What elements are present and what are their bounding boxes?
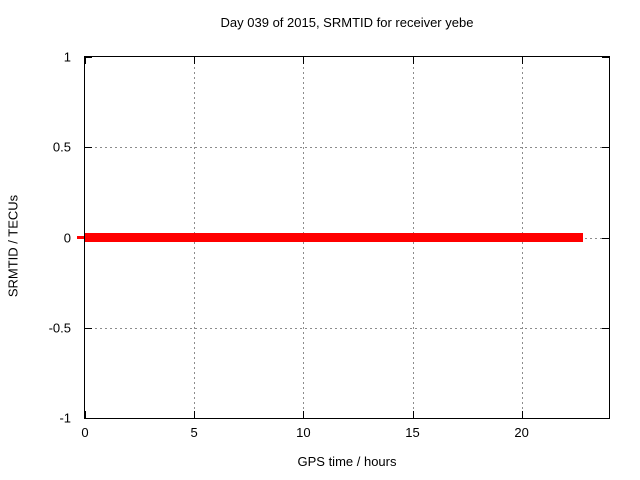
x-tick-mark-top — [85, 57, 86, 64]
y-tick-label: -0.5 — [48, 320, 71, 336]
x-tick-mark — [194, 411, 196, 418]
y-tick-mark — [85, 147, 92, 149]
x-tick-label: 10 — [296, 425, 311, 440]
x-tick-mark-top — [412, 57, 414, 64]
x-axis-label: GPS time / hours — [297, 454, 397, 469]
y-tick-mark — [85, 418, 92, 419]
y-tick-label: 0 — [63, 230, 71, 245]
plot-area — [84, 56, 610, 419]
y-tick-mark-right — [602, 327, 609, 329]
chart-title: Day 039 of 2015, SRMTID for receiver yeb… — [220, 15, 474, 30]
y-tick-mark — [85, 327, 92, 329]
x-tick-mark-top — [303, 57, 305, 64]
x-tick-mark — [303, 411, 305, 418]
y-tick-label: 0.5 — [52, 139, 71, 155]
x-tick-mark — [412, 411, 414, 418]
x-tick-mark — [85, 411, 86, 418]
y-tick-mark-right — [602, 147, 609, 149]
gridline-horizontal — [85, 327, 609, 329]
y-tick-label: -1 — [59, 410, 71, 426]
x-tick-label: 15 — [405, 425, 420, 440]
x-tick-label: 20 — [514, 425, 529, 440]
x-tick-mark — [521, 411, 523, 418]
y-tick-mark-right — [602, 57, 609, 58]
y-tick-label: 1 — [63, 49, 71, 65]
x-tick-label: 5 — [190, 425, 198, 440]
zero-tick-stub — [77, 236, 84, 239]
y-axis-label: SRMTID / TECUs — [5, 194, 21, 298]
x-tick-mark-top — [521, 57, 523, 64]
x-tick-label: 0 — [81, 425, 89, 440]
gridline-horizontal — [85, 147, 609, 149]
y-tick-mark-right — [602, 418, 609, 419]
y-tick-mark — [85, 57, 92, 58]
x-tick-mark-top — [194, 57, 196, 64]
y-tick-mark-right — [602, 237, 609, 239]
data-line — [85, 233, 583, 242]
